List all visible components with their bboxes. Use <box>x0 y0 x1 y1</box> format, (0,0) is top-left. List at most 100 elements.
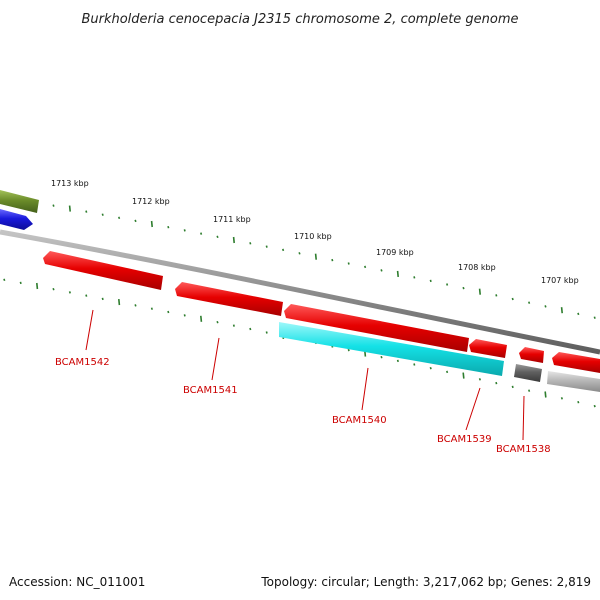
minor-tick <box>413 363 416 366</box>
minor-tick <box>429 366 432 370</box>
major-tick <box>314 253 317 260</box>
minor-tick <box>347 348 350 352</box>
kbp-label: 1710 kbp <box>294 232 332 241</box>
minor-tick <box>593 316 596 319</box>
major-tick <box>200 315 203 322</box>
minor-tick <box>396 359 399 363</box>
minor-tick <box>3 278 6 282</box>
minor-tick <box>331 258 334 262</box>
kbp-label: 1707 kbp <box>541 276 579 285</box>
minor-tick <box>577 400 580 404</box>
minor-tick <box>560 397 563 400</box>
minor-tick <box>495 381 498 385</box>
major-tick <box>68 205 71 212</box>
minor-tick <box>511 385 514 389</box>
minor-tick <box>593 404 596 408</box>
minor-tick <box>134 219 137 223</box>
gene-feature-bcam1538[interactable] <box>519 347 544 363</box>
genome-summary-text: Topology: circular; Length: 3,217,062 bp… <box>260 575 591 589</box>
minor-tick <box>150 307 153 310</box>
minor-tick <box>52 287 55 291</box>
kbp-label: 1709 kbp <box>376 248 414 257</box>
minor-tick <box>265 331 268 334</box>
gene-label-bcam1540[interactable]: BCAM1540 <box>332 415 387 426</box>
minor-tick <box>101 213 104 216</box>
minor-tick <box>495 294 498 297</box>
major-tick <box>232 236 235 244</box>
minor-tick <box>232 324 235 327</box>
minor-tick <box>249 242 252 245</box>
minor-tick <box>511 297 514 301</box>
plus-strand-genes <box>0 190 39 230</box>
gene-feature-olive[interactable] <box>0 190 39 213</box>
kbp-label: 1711 kbp <box>213 215 251 224</box>
minor-tick <box>183 314 186 317</box>
minor-tick <box>528 389 531 392</box>
minor-tick <box>298 252 301 255</box>
minor-tick <box>183 229 186 232</box>
minor-tick <box>68 291 71 294</box>
gene-feature-bcam1541[interactable] <box>175 282 283 316</box>
major-tick <box>396 270 399 277</box>
minor-tick <box>167 225 170 229</box>
gene-feature-bcam1540[interactable] <box>284 304 469 352</box>
gene-feature-darkgray[interactable] <box>514 364 542 382</box>
map-title: Burkholderia cenocepacia J2315 chromosom… <box>81 12 518 27</box>
major-tick <box>36 282 39 290</box>
minor-tick <box>19 281 22 285</box>
minor-tick <box>265 245 268 248</box>
minor-tick <box>413 276 416 279</box>
minor-tick <box>380 269 383 272</box>
minor-tick <box>200 232 203 235</box>
minor-tick <box>462 286 465 290</box>
accession-text: Accession: NC_011001 <box>9 575 145 589</box>
minor-tick <box>528 301 531 304</box>
gene-feature-lightgray[interactable] <box>547 371 600 392</box>
minor-tick <box>134 304 137 307</box>
gene-feature-bcam1539[interactable] <box>469 339 507 358</box>
minor-tick <box>282 248 285 252</box>
gene-feature-red-edge[interactable] <box>552 352 600 373</box>
major-tick <box>544 391 547 398</box>
minor-tick <box>544 305 547 308</box>
minor-tick <box>364 265 367 269</box>
minor-tick <box>429 279 432 283</box>
minor-tick <box>446 283 449 286</box>
gene-label-connectors <box>85 309 525 441</box>
scale-ticks-upper <box>3 195 596 319</box>
minus-strand-genes <box>43 251 600 392</box>
major-tick <box>150 220 153 228</box>
minor-tick <box>577 312 580 316</box>
minor-tick <box>85 210 88 213</box>
minor-tick <box>478 378 481 381</box>
kbp-label: 1708 kbp <box>458 263 496 272</box>
gene-label-bcam1539[interactable]: BCAM1539 <box>437 434 492 445</box>
gene-label-bcam1541[interactable]: BCAM1541 <box>183 385 238 396</box>
minor-tick <box>216 320 219 324</box>
minor-tick <box>85 294 88 297</box>
gene-feature-blue[interactable] <box>0 209 33 230</box>
chromosome-backbone <box>0 229 600 355</box>
minor-tick <box>118 216 121 220</box>
minor-tick <box>52 204 55 207</box>
gene-feature-cyan[interactable] <box>279 322 504 376</box>
minor-tick <box>249 327 252 331</box>
gene-label-bcam1538[interactable]: BCAM1538 <box>496 444 551 455</box>
minor-tick <box>216 235 219 239</box>
major-tick <box>118 299 121 306</box>
kbp-label: 1712 kbp <box>132 197 170 206</box>
major-tick <box>462 372 465 379</box>
minor-tick <box>347 262 350 265</box>
major-tick <box>560 307 563 314</box>
major-tick <box>478 288 481 295</box>
gene-label-bcam1542[interactable]: BCAM1542 <box>55 357 110 368</box>
minor-tick <box>167 310 170 314</box>
gene-feature-bcam1542[interactable] <box>43 251 163 290</box>
scale-ticks-lower <box>3 278 596 408</box>
kbp-label: 1713 kbp <box>51 179 89 188</box>
kbp-scale-labels: 1713 kbp 1712 kbp 1711 kbp 1710 kbp 1709… <box>51 179 579 285</box>
gene-labels: BCAM1542 BCAM1541 BCAM1540 BCAM1539 BCAM… <box>55 357 551 455</box>
minor-tick <box>101 297 104 301</box>
minor-tick <box>380 355 383 359</box>
